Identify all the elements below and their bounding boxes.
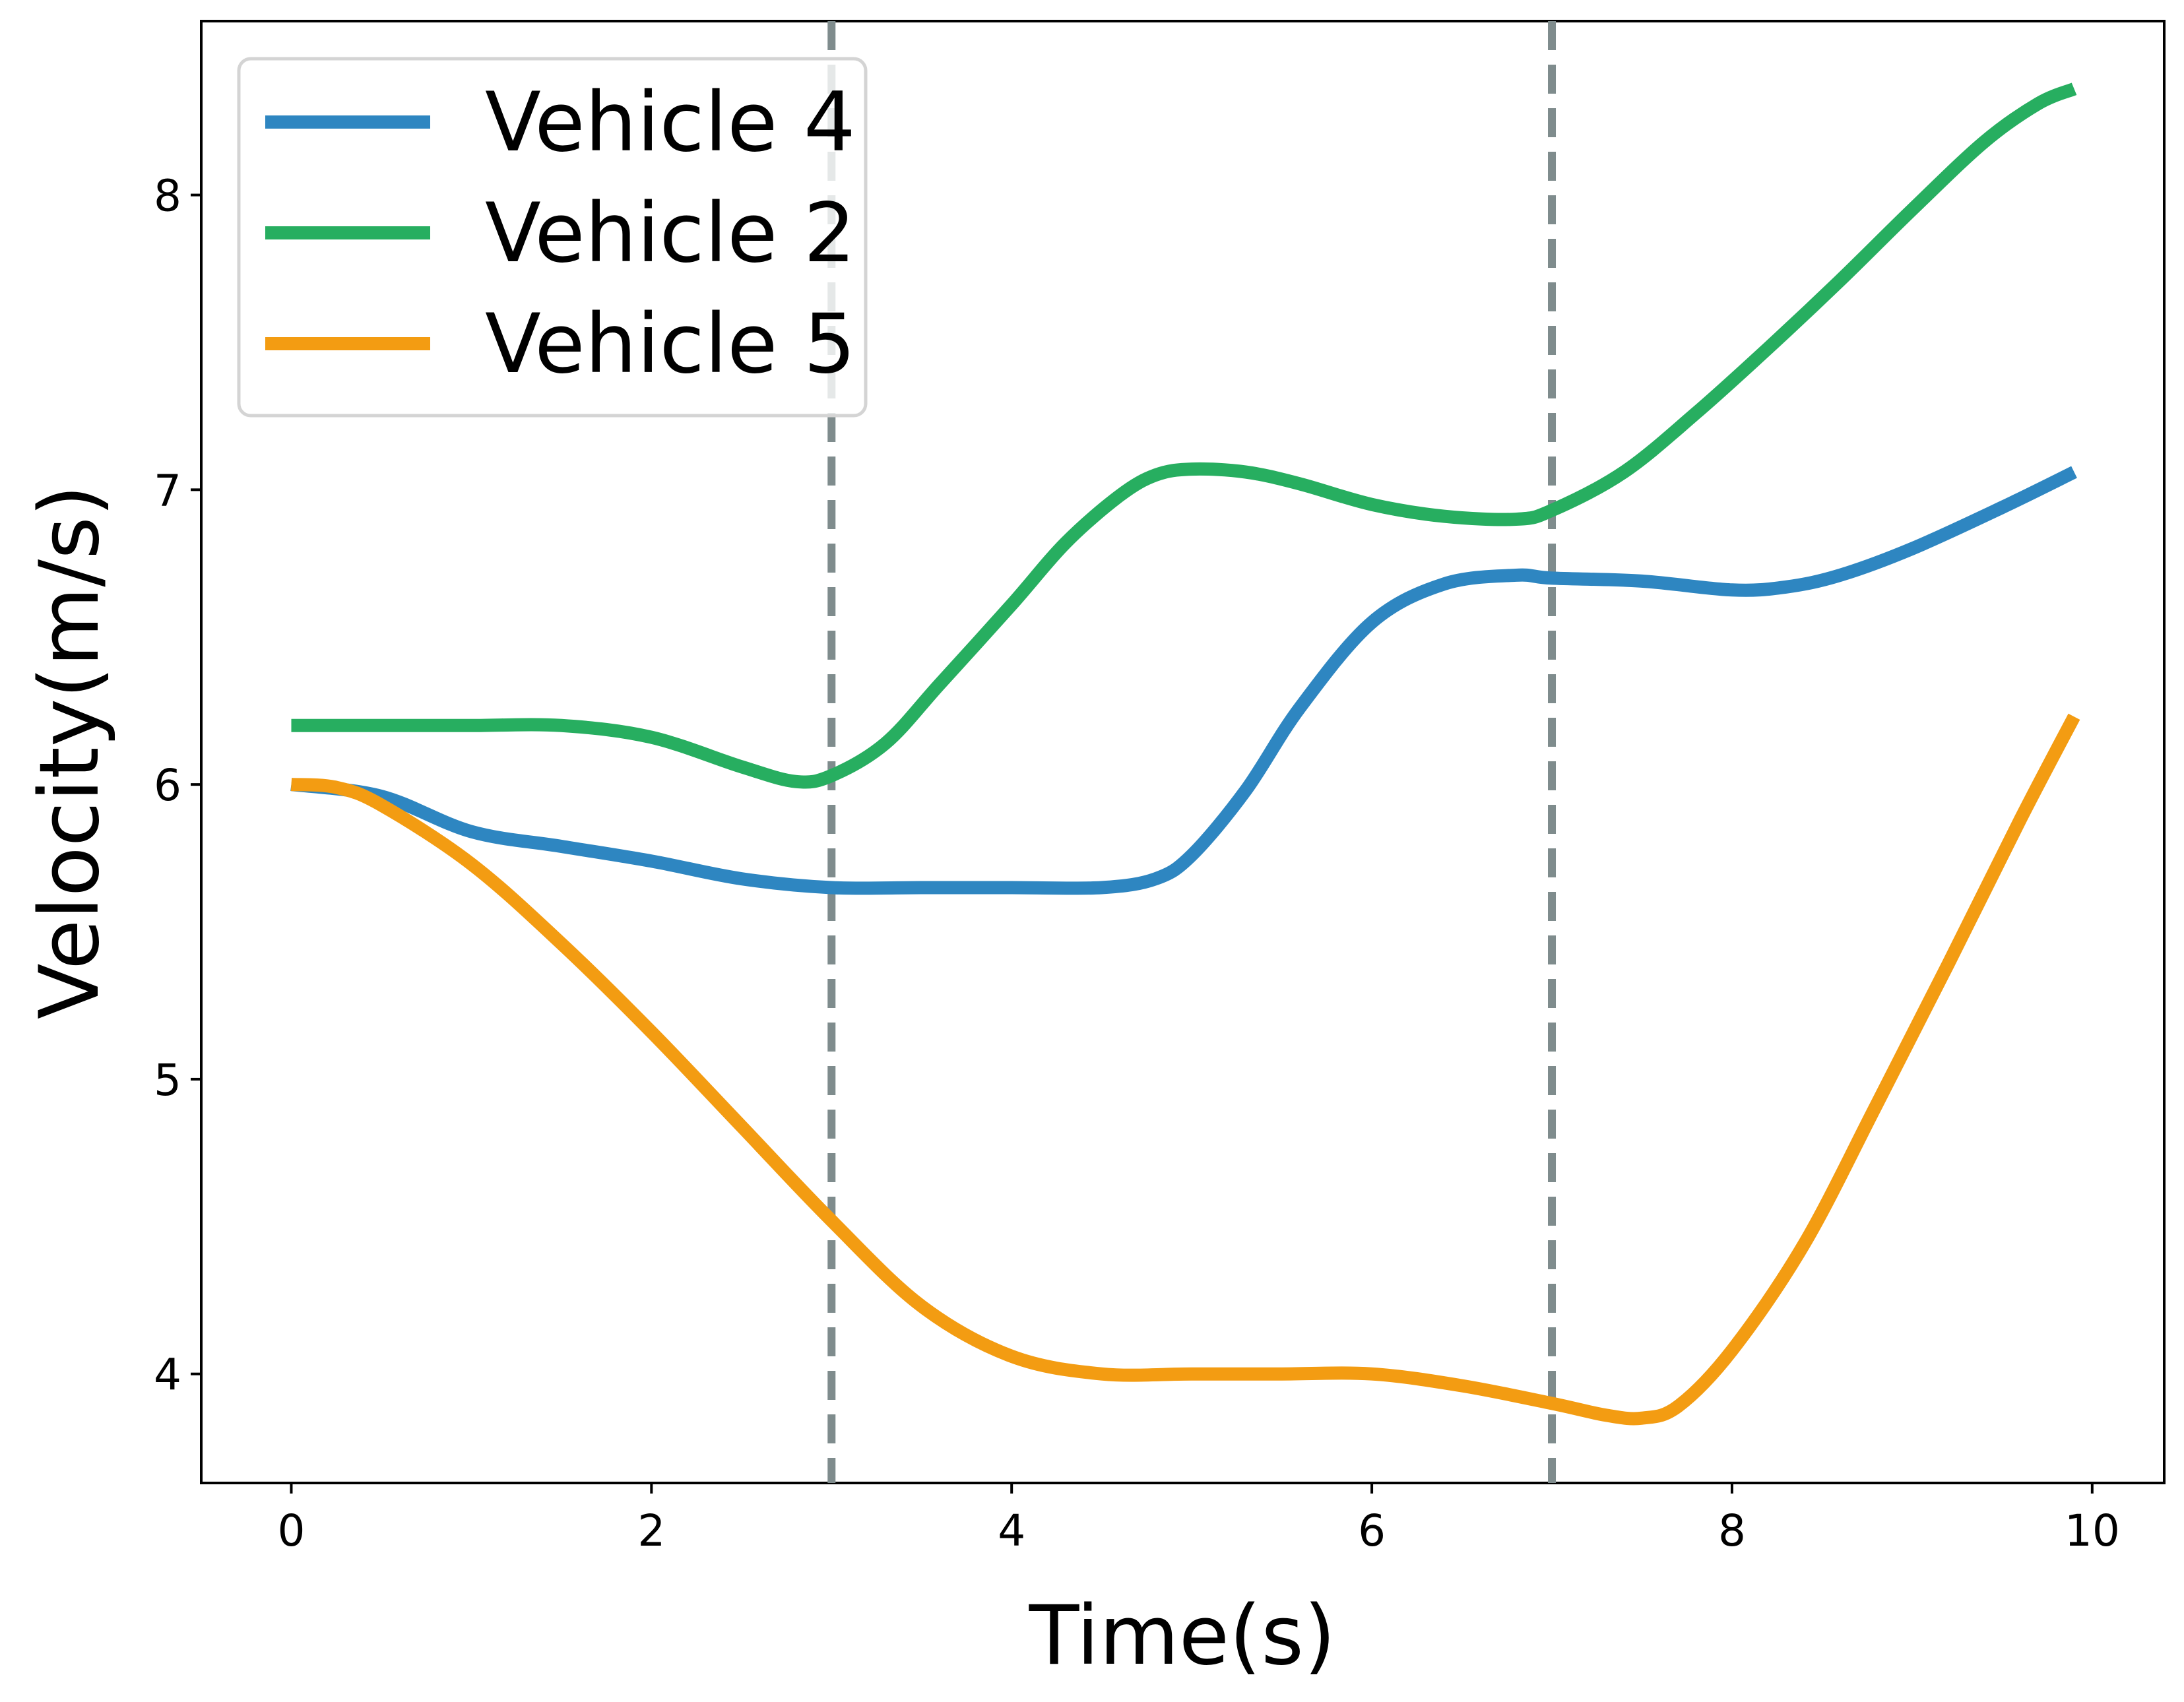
legend-label: Vehicle 5 xyxy=(485,297,856,392)
x-tick-label: 4 xyxy=(998,1505,1025,1556)
legend-box xyxy=(237,57,868,418)
x-axis-label: Time(s) xyxy=(1029,1589,1336,1684)
x-tick-label: 6 xyxy=(1358,1505,1386,1556)
legend-label: Vehicle 4 xyxy=(485,75,856,170)
y-tick-label: 4 xyxy=(154,1350,181,1401)
x-axis-ticks: 0 2 4 6 8 10 xyxy=(277,1483,2120,1556)
y-tick-label: 7 xyxy=(154,465,181,516)
legend: Vehicle 4 Vehicle 2 Vehicle 5 xyxy=(237,57,868,418)
series-line xyxy=(290,466,2077,895)
series-line xyxy=(291,82,2077,789)
legend-label: Vehicle 2 xyxy=(485,186,856,281)
reference-lines xyxy=(827,21,1557,1483)
plot-frame xyxy=(200,20,2166,1484)
x-tick-label: 2 xyxy=(637,1505,665,1556)
series-line xyxy=(290,713,2080,1426)
y-axis-label: Velocity(m/s) xyxy=(22,485,117,1019)
x-tick-label: 0 xyxy=(277,1505,305,1556)
x-tick-label: 10 xyxy=(2065,1505,2120,1556)
y-tick-label: 6 xyxy=(154,760,181,811)
y-tick-label: 5 xyxy=(154,1055,181,1106)
series-lines xyxy=(290,82,2080,1426)
y-axis-ticks: 4 5 6 7 8 xyxy=(154,171,201,1401)
legend-items: Vehicle 4 Vehicle 2 Vehicle 5 xyxy=(265,75,856,392)
y-tick-label: 8 xyxy=(154,171,181,222)
x-tick-label: 8 xyxy=(1718,1505,1746,1556)
